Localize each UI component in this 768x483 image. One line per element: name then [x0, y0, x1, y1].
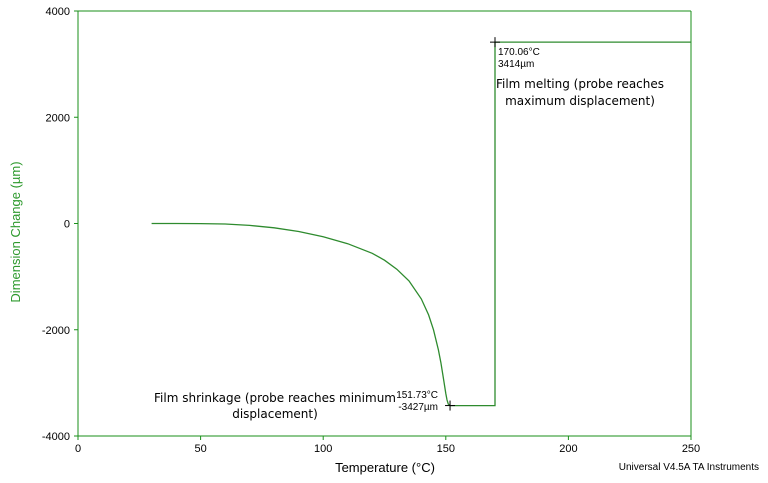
x-axis-title: Temperature (°C) [335, 460, 435, 475]
x-tick-label: 50 [194, 443, 206, 455]
annotation-shrinkage-line-2: displacement) [232, 407, 318, 421]
marker-min-value-label: -3427µm [398, 402, 438, 413]
x-tick-label: 150 [437, 443, 455, 455]
marker-max-temp-label: 170.06°C [498, 47, 540, 58]
x-axis-ticks: 0 50 100 150 200 250 [75, 436, 700, 455]
series-group [151, 41, 691, 407]
markers-group [445, 37, 500, 411]
x-tick-label: 100 [314, 443, 332, 455]
series-line [151, 41, 691, 407]
annotation-melting-line-1: Film melting (probe reaches [496, 77, 664, 91]
y-axis-ticks: 4000 2000 0 -2000 -4000 [42, 6, 78, 443]
y-tick-label: -4000 [42, 431, 70, 443]
annotation-melting-line-2: maximum displacement) [505, 94, 655, 108]
y-tick-label: 0 [64, 219, 70, 231]
y-tick-label: 2000 [46, 112, 70, 124]
y-tick-label: 4000 [46, 6, 70, 18]
y-tick-label: -2000 [42, 325, 70, 337]
y-axis-title: Dimension Change (µm) [8, 161, 23, 302]
annotation-shrinkage-line-1: Film shrinkage (probe reaches minimum [154, 391, 396, 405]
x-tick-label: 200 [559, 443, 577, 455]
instrument-footer: Universal V4.5A TA Instruments [619, 462, 759, 473]
marker-max-value-label: 3414µm [498, 59, 534, 70]
x-tick-label: 0 [75, 443, 81, 455]
marker-min-temp-label: 151.73°C [396, 390, 438, 401]
x-tick-label: 250 [682, 443, 700, 455]
